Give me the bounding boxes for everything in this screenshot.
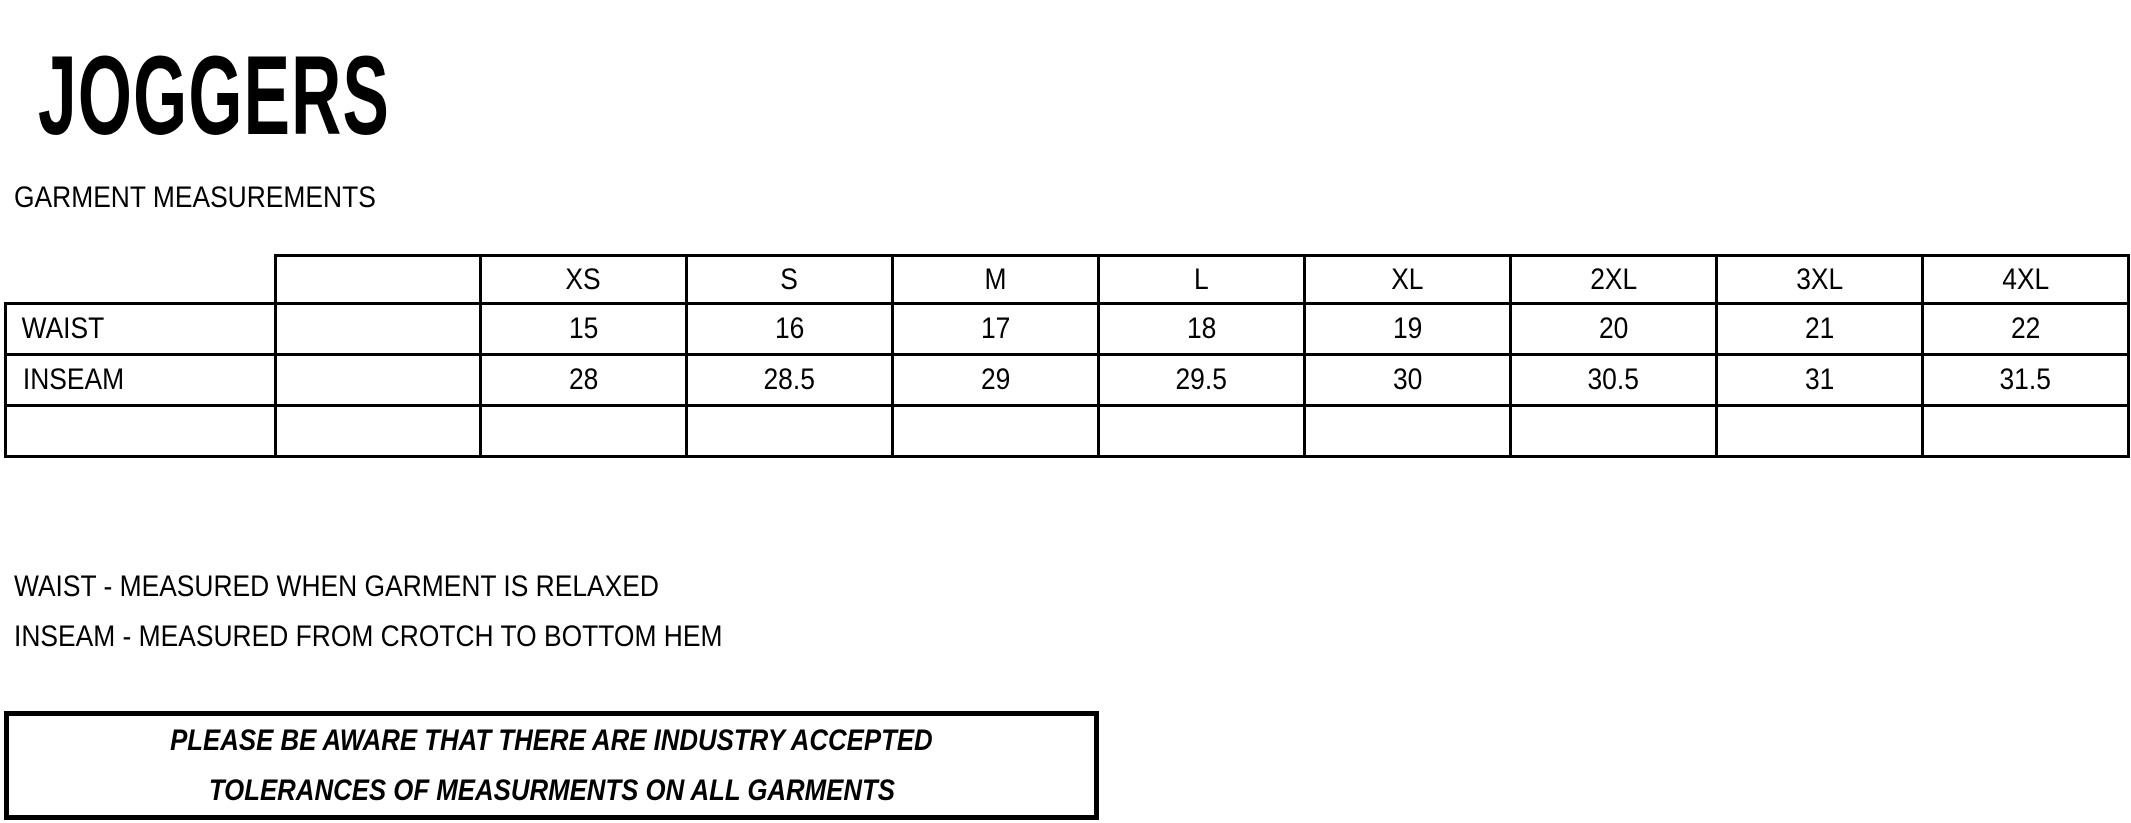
disclaimer-box: PLEASE BE AWARE THAT THERE ARE INDUSTRY … [4, 711, 1099, 820]
value-cell: 30 [1306, 356, 1512, 407]
size-header-m-text: M [984, 262, 1007, 296]
value-cell-text: 28.5 [763, 363, 816, 396]
value-cell-text: 30.5 [1587, 363, 1640, 396]
value-cell [482, 407, 688, 458]
value-cell-text: 31 [1804, 363, 1835, 396]
value-cell-text: 29.5 [1175, 363, 1228, 396]
blank-cell [277, 407, 482, 458]
value-cell: 21 [1718, 305, 1924, 356]
value-cell: 19 [1306, 305, 1512, 356]
value-cell: 22 [1924, 305, 2130, 356]
disclaimer-line: TOLERANCES OF MEASURMENTS ON ALL GARMENT… [208, 773, 895, 807]
value-cell [1306, 407, 1512, 458]
value-cell-text: 31.5 [1999, 363, 2052, 396]
value-cell-text: 28 [568, 363, 599, 396]
size-header-l-text: L [1194, 262, 1209, 296]
size-header-3xl: 3XL [1718, 254, 1924, 305]
size-header-xl-text: XL [1391, 262, 1424, 296]
size-header-4xl-text: 4XL [2002, 262, 2049, 296]
inseam-note: INSEAM - MEASURED FROM CROTCH TO BOTTOM … [14, 620, 723, 653]
value-cell: 20 [1512, 305, 1718, 356]
value-cell [1718, 407, 1924, 458]
corner-cell [4, 254, 277, 305]
section-heading: GARMENT MEASUREMENTS [14, 181, 376, 214]
size-header-3xl-text: 3XL [1796, 262, 1843, 296]
value-cell [1924, 407, 2130, 458]
table-row: INSEAM 28 28.5 29 29.5 30 30.5 31 31.5 [4, 356, 2130, 407]
size-header-2xl-text: 2XL [1590, 262, 1637, 296]
value-cell [1512, 407, 1718, 458]
value-cell: 16 [688, 305, 894, 356]
waist-note: WAIST - MEASURED WHEN GARMENT IS RELAXED [14, 570, 659, 603]
size-header-xs-text: XS [565, 262, 602, 296]
size-header-l: L [1100, 254, 1306, 305]
value-cell [688, 407, 894, 458]
value-cell-text: 19 [1392, 312, 1423, 345]
value-cell: 15 [482, 305, 688, 356]
size-header-xl: XL [1306, 254, 1512, 305]
size-header-s-text: S [780, 262, 799, 296]
row-label: INSEAM [4, 356, 277, 407]
value-cell-text: 17 [980, 312, 1011, 345]
value-cell: 30.5 [1512, 356, 1718, 407]
value-cell: 31.5 [1924, 356, 2130, 407]
value-cell-text: 30 [1392, 363, 1423, 396]
row-label: WAIST [4, 305, 277, 356]
value-cell: 28 [482, 356, 688, 407]
row-label-text: INSEAM [22, 363, 125, 396]
value-cell: 29 [894, 356, 1100, 407]
size-header-4xl: 4XL [1924, 254, 2130, 305]
table-row [4, 407, 2130, 458]
page-title: JOGGERS [38, 33, 391, 158]
value-cell: 17 [894, 305, 1100, 356]
blank-cell [277, 356, 482, 407]
disclaimer-line: PLEASE BE AWARE THAT THERE ARE INDUSTRY … [170, 723, 933, 757]
value-cell: 29.5 [1100, 356, 1306, 407]
blank-cell [277, 305, 482, 356]
value-cell: 31 [1718, 356, 1924, 407]
size-header-2xl: 2XL [1512, 254, 1718, 305]
value-cell [1100, 407, 1306, 458]
size-header-s: S [688, 254, 894, 305]
value-cell-text: 29 [980, 363, 1011, 396]
value-cell-text: 21 [1804, 312, 1835, 345]
value-cell-text: 16 [774, 312, 805, 345]
value-cell-text: 22 [2010, 312, 2041, 345]
size-header-m: M [894, 254, 1100, 305]
row-label [4, 407, 277, 458]
value-cell: 28.5 [688, 356, 894, 407]
table-header-row: XS S M L XL 2XL 3XL 4XL [4, 254, 2130, 305]
value-cell [894, 407, 1100, 458]
value-cell-text: 18 [1186, 312, 1217, 345]
table-row: WAIST 15 16 17 18 19 20 21 22 [4, 305, 2130, 356]
value-cell-text: 15 [568, 312, 599, 345]
value-cell-text: 20 [1598, 312, 1629, 345]
blank-header-cell [277, 254, 482, 305]
size-header-xs: XS [482, 254, 688, 305]
value-cell: 18 [1100, 305, 1306, 356]
size-chart-table: XS S M L XL 2XL 3XL 4XL WAIST 15 16 17 18 19 20 21 22 INS… [4, 254, 2130, 458]
row-label-text: WAIST [21, 312, 105, 345]
